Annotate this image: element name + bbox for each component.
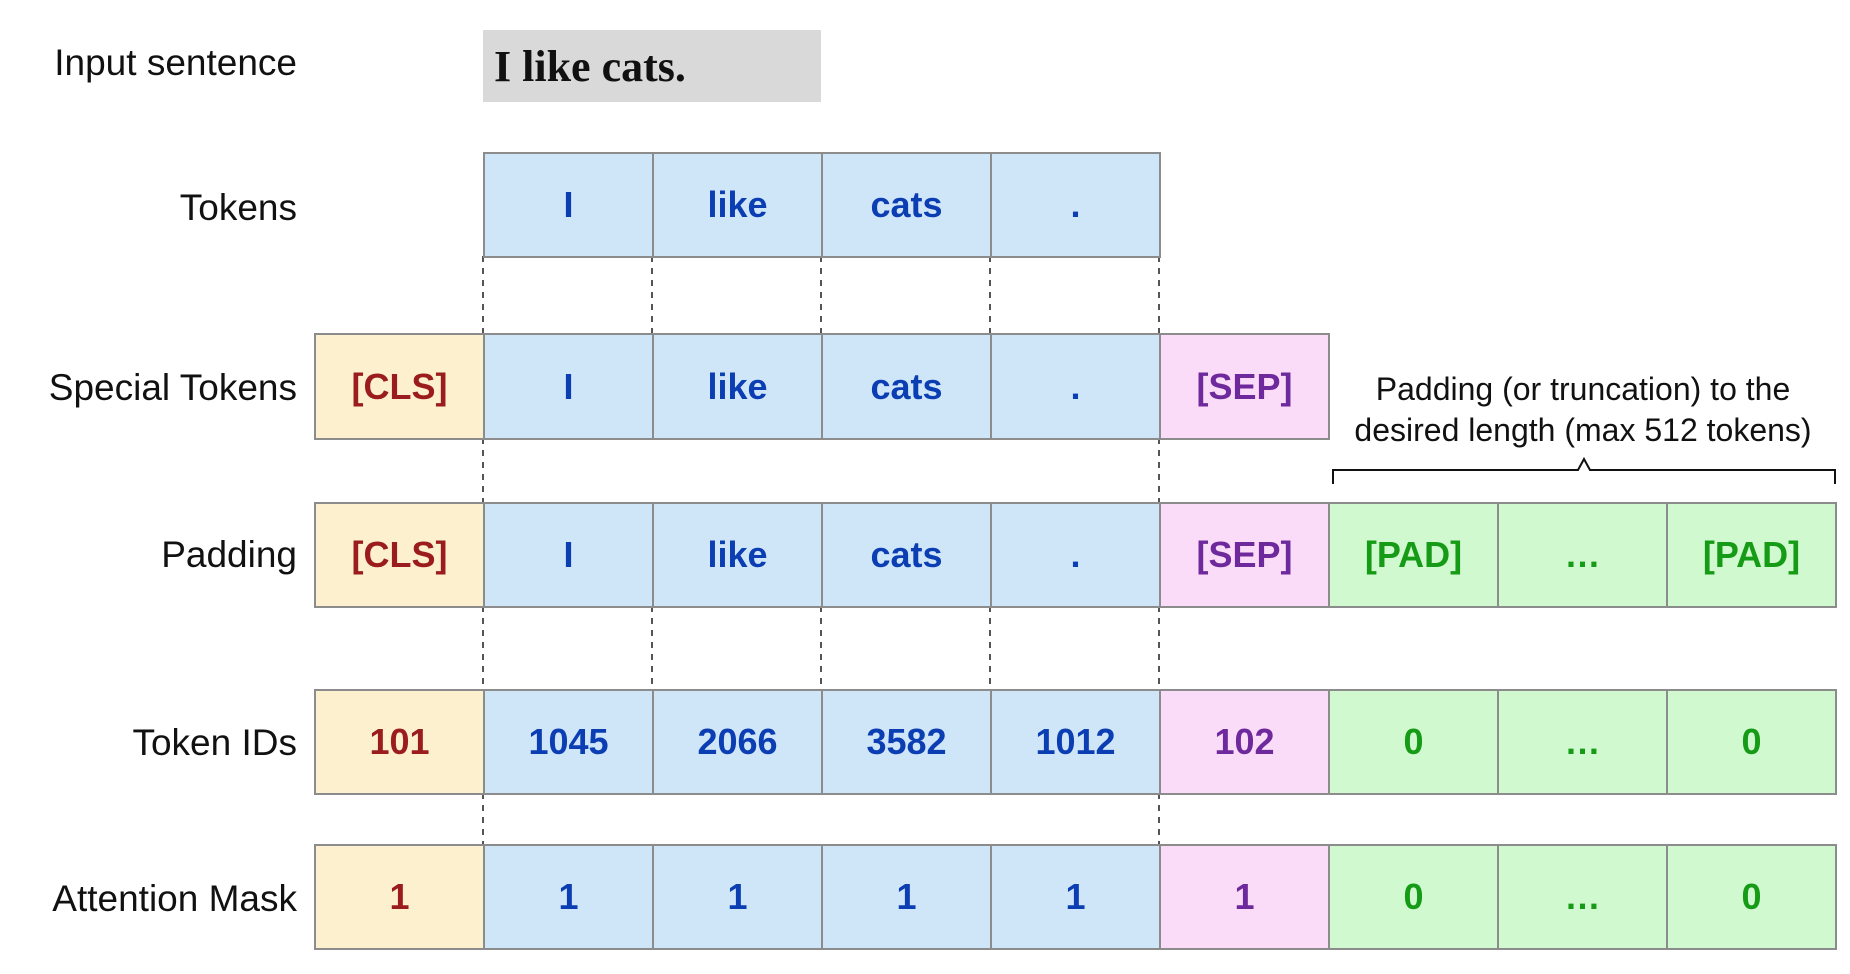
cls-token-cell: [CLS] (314, 333, 485, 440)
pad-mask-cell: 0 (1666, 844, 1837, 950)
sep-token-cell: [SEP] (1159, 502, 1330, 608)
token-id-cell: 3582 (821, 689, 992, 795)
token-cell: cats (821, 333, 992, 440)
token-ids-row-label: Token IDs (132, 722, 297, 763)
token-mask-cell: 1 (990, 844, 1161, 950)
input-sentence-label: Input sentence (54, 42, 297, 83)
tokens-row-label: Tokens (179, 187, 297, 228)
sep-id-cell: 102 (1159, 689, 1330, 795)
token-cell: . (990, 152, 1161, 258)
padding-note-line-2: desired length (max 512 tokens) (1354, 412, 1812, 448)
padding-note-line-1: Padding (or truncation) to the (1375, 371, 1791, 407)
token-cell: . (990, 333, 1161, 440)
pad-ellipsis-cell: … (1497, 502, 1668, 608)
pad-ellipsis-cell: … (1497, 689, 1668, 795)
cls-token-cell: [CLS] (314, 502, 485, 608)
token-mask-cell: 1 (483, 844, 654, 950)
cls-id-cell: 101 (314, 689, 485, 795)
token-cell: I (483, 152, 654, 258)
token-mask-cell: 1 (821, 844, 992, 950)
pad-token-cell: [PAD] (1666, 502, 1837, 608)
token-id-cell: 2066 (652, 689, 823, 795)
pad-token-cell: [PAD] (1328, 502, 1499, 608)
pad-mask-cell: 0 (1328, 844, 1499, 950)
token-cell: I (483, 333, 654, 440)
token-id-cell: 1045 (483, 689, 654, 795)
token-cell: I (483, 502, 654, 608)
token-cell: cats (821, 502, 992, 608)
sep-mask-cell: 1 (1159, 844, 1330, 950)
token-cell: like (652, 152, 823, 258)
token-cell: like (652, 502, 823, 608)
padding-row-label: Padding (161, 534, 297, 575)
cls-mask-cell: 1 (314, 844, 485, 950)
special-tokens-row-label: Special Tokens (48, 367, 297, 408)
padding-brace (1332, 456, 1836, 484)
pad-id-cell: 0 (1666, 689, 1837, 795)
token-cell: . (990, 502, 1161, 608)
token-id-cell: 1012 (990, 689, 1161, 795)
token-cell: cats (821, 152, 992, 258)
sep-token-cell: [SEP] (1159, 333, 1330, 440)
pad-id-cell: 0 (1328, 689, 1499, 795)
pad-ellipsis-cell: … (1497, 844, 1668, 950)
attention-mask-row-label: Attention Mask (52, 878, 297, 919)
padding-note: Padding (or truncation) to the desired l… (1328, 369, 1838, 451)
token-cell: like (652, 333, 823, 440)
input-sentence-box: I like cats. (483, 30, 821, 102)
token-mask-cell: 1 (652, 844, 823, 950)
